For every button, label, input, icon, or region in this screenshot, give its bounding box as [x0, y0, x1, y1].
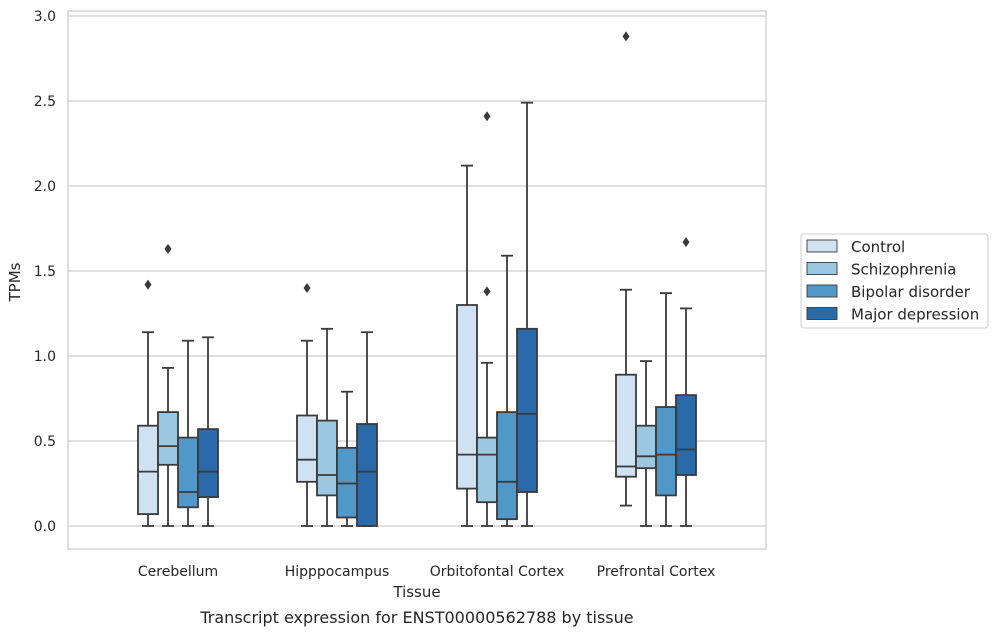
box [496, 411, 518, 521]
legend-swatch [806, 284, 838, 298]
outlier-point [483, 286, 491, 297]
box [655, 406, 677, 497]
box-group [675, 237, 697, 527]
outlier-point [144, 279, 152, 290]
box-group [336, 390, 358, 527]
box [356, 423, 378, 527]
box-group [177, 339, 199, 527]
box [316, 419, 338, 497]
box-group [356, 331, 378, 527]
box-group [157, 243, 179, 527]
outlier-point [483, 111, 491, 122]
legend-swatch [806, 262, 838, 275]
x-tick-label: Orbitofontal Cortex [430, 564, 565, 580]
box-group [137, 279, 159, 527]
legend-label: Control [851, 238, 905, 256]
box [476, 436, 498, 504]
y-tick-label: 3.0 [34, 9, 56, 25]
box-group [635, 360, 657, 527]
y-tick-label: 2.0 [34, 179, 56, 195]
legend-label: Bipolar disorder [851, 283, 971, 301]
box-group [296, 283, 318, 527]
y-tick-label: 0.5 [34, 434, 56, 450]
chart-caption: Transcript expression for ENST0000056278… [199, 608, 633, 627]
y-tick-label: 1.0 [34, 349, 56, 365]
x-tick-label: Hipppocampus [285, 564, 390, 580]
outlier-point [303, 283, 311, 293]
box [456, 304, 478, 490]
legend-label: Major depression [851, 306, 979, 324]
box-group [456, 164, 478, 527]
outlier-point [164, 243, 172, 254]
box [137, 424, 159, 516]
outlier-point [682, 237, 690, 248]
box [675, 394, 697, 476]
box [157, 411, 179, 466]
box [615, 373, 637, 478]
x-axis-title: Tissue [392, 583, 440, 601]
y-tick-label: 2.5 [34, 94, 56, 110]
x-tick-label: Cerebellum [138, 564, 218, 580]
y-axis-ticks: 0.0 0.5 1.0 1.5 2.0 2.5 3.0 [34, 9, 56, 535]
outlier-point [622, 31, 630, 42]
y-tick-label: 1.5 [34, 264, 56, 280]
y-tick-label: 0.0 [34, 519, 56, 535]
legend-swatch [806, 307, 838, 320]
box-group [316, 327, 338, 527]
box [516, 327, 538, 493]
box-group [516, 101, 538, 527]
legend-label: Schizophrenia [851, 261, 956, 279]
x-tick-label: Prefrontal Cortex [597, 564, 716, 580]
x-axis-ticks: Cerebellum Hipppocampus Orbitofontal Corte… [138, 564, 715, 580]
box [177, 436, 199, 509]
legend-swatch [806, 239, 838, 253]
plot-frame [67, 10, 767, 550]
legend-frame [800, 233, 989, 329]
box [197, 428, 219, 499]
box-group [496, 254, 518, 527]
box-plots [137, 31, 697, 527]
box [296, 414, 318, 483]
y-axis-title: TPMs [6, 262, 24, 302]
box-group [197, 336, 219, 527]
legend: Control Schizophrenia Bipolar disorder Majo… [800, 233, 989, 329]
box [635, 424, 657, 470]
